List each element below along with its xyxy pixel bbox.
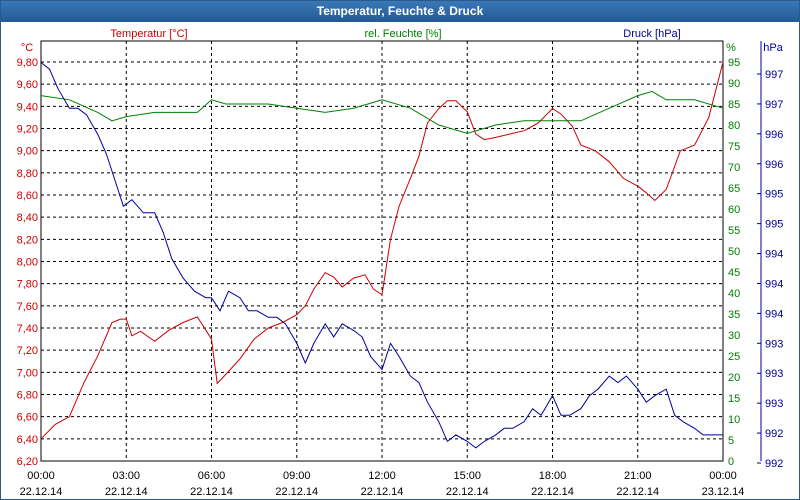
temp-tick-label: 9,60 bbox=[17, 79, 38, 91]
time-tick-label: 18:00 bbox=[539, 470, 567, 482]
time-tick-label: 21:00 bbox=[624, 470, 652, 482]
pressure-unit-label: hPa bbox=[763, 42, 783, 54]
temp-tick-label: 8,00 bbox=[17, 257, 38, 269]
temp-tick-label: 6,20 bbox=[17, 456, 38, 468]
temperature-series-label: Temperatur [°C] bbox=[110, 28, 187, 40]
humidity-tick-label: 70 bbox=[728, 162, 740, 174]
plot-frame bbox=[40, 40, 724, 462]
pressure-series-label: Druck [hPa] bbox=[623, 28, 680, 40]
pressure-tick-label: 995 bbox=[765, 189, 783, 201]
series-lines bbox=[40, 61, 724, 449]
humidity-tick-label: 65 bbox=[728, 183, 740, 195]
temp-unit-label: °C bbox=[21, 42, 33, 54]
temp-tick-label: 8,40 bbox=[17, 212, 38, 224]
temp-tick-label: 7,60 bbox=[17, 301, 38, 313]
humidity-tick-label: 75 bbox=[728, 141, 740, 153]
temp-tick-label: 8,80 bbox=[17, 168, 38, 180]
temp-tick-label: 7,80 bbox=[17, 279, 38, 291]
date-tick-label: 22.12.14 bbox=[531, 486, 574, 498]
pressure-tick-label: 994 bbox=[765, 278, 783, 290]
temp-tick-label: 9,20 bbox=[17, 124, 38, 136]
pressure-tick-label: 993 bbox=[765, 368, 783, 380]
date-tick-label: 22.12.14 bbox=[446, 486, 489, 498]
pressure-tick-label: 992 bbox=[765, 458, 783, 470]
humidity-tick-label: 25 bbox=[728, 351, 740, 363]
temp-tick-label: 9,00 bbox=[17, 146, 38, 158]
pressure-tick-label: 993 bbox=[765, 398, 783, 410]
temp-tick-label: 8,60 bbox=[17, 190, 38, 202]
humidity-tick-label: 95 bbox=[728, 57, 740, 69]
temp-tick-label: 9,80 bbox=[17, 57, 38, 69]
temp-series-line bbox=[40, 61, 724, 440]
humidity-tick-label: 0 bbox=[728, 456, 734, 468]
pressure-tick-label: 992 bbox=[765, 428, 783, 440]
pressure-tick-label: 993 bbox=[765, 338, 783, 350]
temp-tick-label: 9,40 bbox=[17, 101, 38, 113]
temp-tick-label: 6,60 bbox=[17, 412, 38, 424]
humidity-tick-label: 60 bbox=[728, 204, 740, 216]
humidity-tick-label: 35 bbox=[728, 309, 740, 321]
press-series-line bbox=[40, 62, 723, 449]
time-tick-label: 06:00 bbox=[198, 470, 226, 482]
humidity-tick-label: 10 bbox=[728, 414, 740, 426]
humidity-tick-label: 5 bbox=[728, 435, 734, 447]
axis-headers: Temperatur [°C] rel. Feuchte [%] Druck [hP… bbox=[110, 28, 680, 40]
humidity-tick-label: 20 bbox=[728, 372, 740, 384]
humidity-axis: 0 5 10 15 20 25 30 35 40 45 50 55 60 65 70 75 80 85 90 95% bbox=[726, 42, 740, 468]
pressure-tick-label: 995 bbox=[765, 219, 783, 231]
humidity-tick-label: 45 bbox=[728, 267, 740, 279]
temp-tick-label: 6,40 bbox=[17, 434, 38, 446]
time-tick-label: 15:00 bbox=[453, 470, 481, 482]
temp-tick-label: 6,80 bbox=[17, 390, 38, 402]
temperature-axis: 6,20 6,40 6,60 6,80 7,00 7,20 7,40 7,60 7,80 8,00… bbox=[17, 42, 38, 468]
humidity-tick-label: 30 bbox=[728, 330, 740, 342]
humidity-tick-label: 15 bbox=[728, 393, 740, 405]
pressure-tick-label: 996 bbox=[765, 159, 783, 171]
humidity-tick-label: 55 bbox=[728, 225, 740, 237]
time-tick-label: 00:00 bbox=[27, 470, 55, 482]
humidity-tick-label: 85 bbox=[728, 99, 740, 111]
grid bbox=[41, 41, 723, 461]
time-tick-label: 03:00 bbox=[112, 470, 140, 482]
time-tick-label: 12:00 bbox=[368, 470, 396, 482]
weather-chart: 6,20 6,40 6,60 6,80 7,00 7,20 7,40 7,60 7,80 8,00… bbox=[17, 28, 784, 498]
date-tick-label: 23.12.14 bbox=[702, 486, 745, 498]
humidity-tick-label: 90 bbox=[728, 78, 740, 90]
date-tick-label: 22.12.14 bbox=[105, 486, 148, 498]
pressure-tick-label: 996 bbox=[765, 129, 783, 141]
temp-tick-label: 8,20 bbox=[17, 234, 38, 246]
pressure-tick-label: 994 bbox=[765, 308, 783, 320]
time-tick-label: 00:00 bbox=[709, 470, 737, 482]
humidity-tick-label: 40 bbox=[728, 288, 740, 300]
hum-series-line bbox=[40, 90, 724, 134]
humidity-tick-label: 80 bbox=[728, 120, 740, 132]
temp-tick-label: 7,40 bbox=[17, 323, 38, 335]
humidity-series-label: rel. Feuchte [%] bbox=[364, 28, 441, 40]
date-tick-label: 22.12.14 bbox=[190, 486, 233, 498]
pressure-tick-label: 997 bbox=[765, 99, 783, 111]
window-title: Temperatur, Feuchte & Druck bbox=[1, 1, 799, 22]
temp-tick-label: 7,20 bbox=[17, 345, 38, 357]
pressure-axis: 992 992 993 993 993 994 994 994 995 995 996 996 997 9… bbox=[757, 41, 784, 470]
humidity-tick-label: 50 bbox=[728, 246, 740, 258]
time-tick-label: 09:00 bbox=[283, 470, 311, 482]
date-tick-label: 22.12.14 bbox=[20, 486, 63, 498]
date-tick-label: 22.12.14 bbox=[275, 486, 318, 498]
humidity-unit-label: % bbox=[726, 42, 736, 54]
date-tick-label: 22.12.14 bbox=[361, 486, 404, 498]
pressure-tick-label: 997 bbox=[765, 69, 783, 81]
time-axis: 00:00 22.12.14 03:00 22.12.14 06:00 22.12.14 0… bbox=[20, 470, 745, 498]
date-tick-label: 22.12.14 bbox=[616, 486, 659, 498]
pressure-tick-label: 994 bbox=[765, 249, 783, 261]
temp-tick-label: 7,00 bbox=[17, 367, 38, 379]
